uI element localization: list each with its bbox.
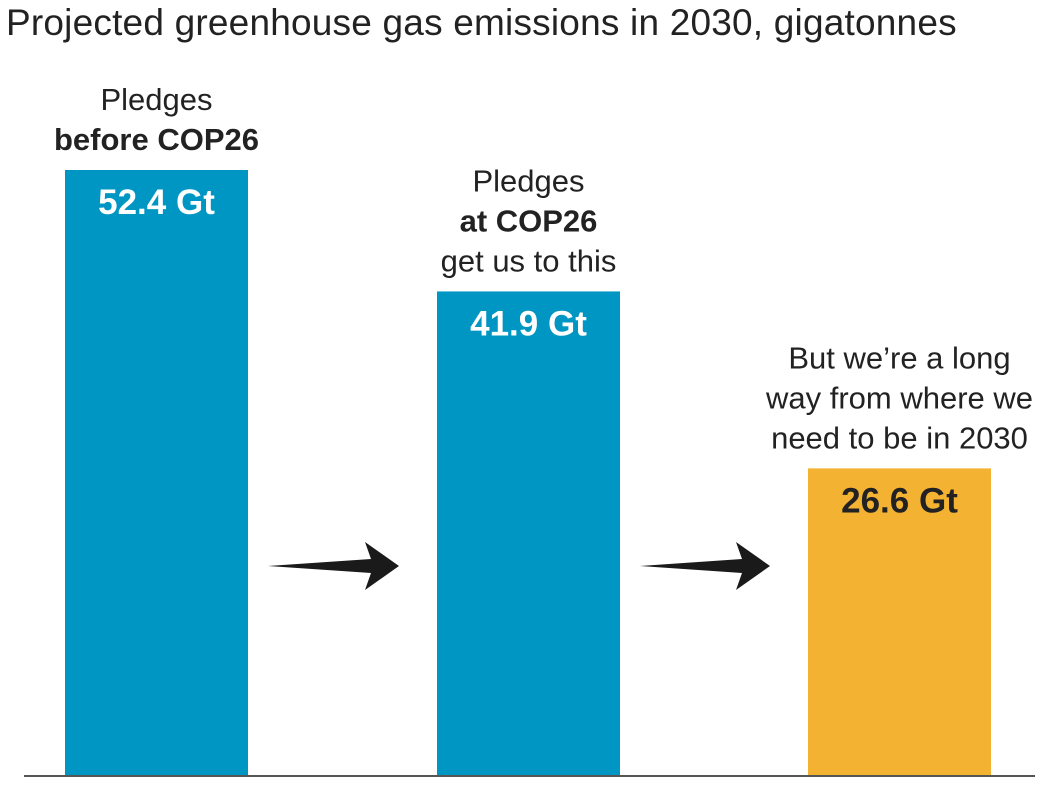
bar-2 bbox=[437, 291, 620, 776]
category-label-3-line-3: need to be in 2030 bbox=[771, 420, 1028, 455]
arrow-1-to-2 bbox=[268, 542, 399, 590]
category-label-3-line-2: way from where we bbox=[765, 380, 1033, 415]
bar-1 bbox=[65, 170, 248, 776]
bars-layer bbox=[65, 170, 991, 776]
category-label-2-line-1: Pledges bbox=[472, 163, 584, 198]
category-label-2-line-3: get us to this bbox=[441, 243, 617, 278]
bar-value-label-1: 52.4 Gt bbox=[98, 183, 215, 222]
bar-value-label-2: 41.9 Gt bbox=[470, 304, 587, 343]
category-label-3-line-1: But we’re a long bbox=[788, 340, 1010, 375]
arrow-2-to-3 bbox=[640, 542, 770, 590]
labels-layer: 52.4 Gt Pledges before COP26 41.9 Gt Pledges… bbox=[54, 82, 1033, 520]
bar-3 bbox=[808, 468, 991, 776]
chart-title: Projected greenhouse gas emissions in 20… bbox=[6, 2, 957, 43]
category-label-2-line-2: at COP26 bbox=[460, 203, 598, 238]
arrows-layer bbox=[268, 542, 770, 590]
bar-value-label-3: 26.6 Gt bbox=[841, 481, 958, 520]
category-label-1-line-2: before COP26 bbox=[54, 122, 259, 157]
category-label-1-line-1: Pledges bbox=[100, 82, 212, 117]
